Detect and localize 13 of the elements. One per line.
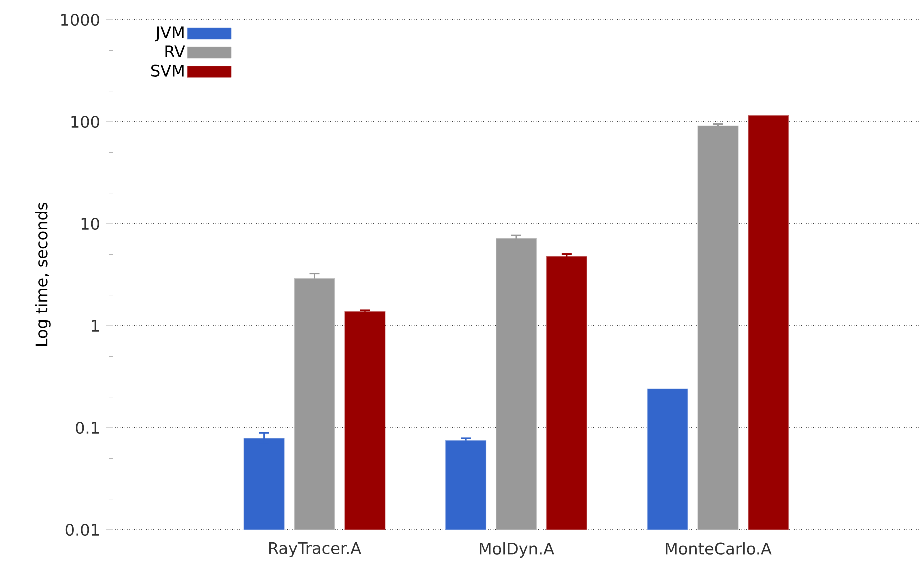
legend-label: RV — [166, 46, 186, 58]
x-tick-label: RayTracer.A — [270, 542, 362, 558]
y-tick-label: 1000 — [62, 14, 100, 26]
y-tick-label: 10 — [82, 218, 100, 230]
legend-label: SVM — [152, 64, 184, 77]
y-tick-label: 0.1 — [76, 422, 99, 434]
x-tick-label: MolDyn.A — [480, 542, 554, 558]
y-axis-title: Log time, seconds — [35, 202, 51, 346]
y-tick-label: 0.01 — [66, 524, 99, 536]
x-tick-label: MonteCarlo.A — [666, 542, 772, 555]
y-tick-label: 1 — [92, 320, 99, 332]
y-tick-label: 100 — [72, 116, 100, 128]
legend-label: JVM — [155, 26, 184, 42]
